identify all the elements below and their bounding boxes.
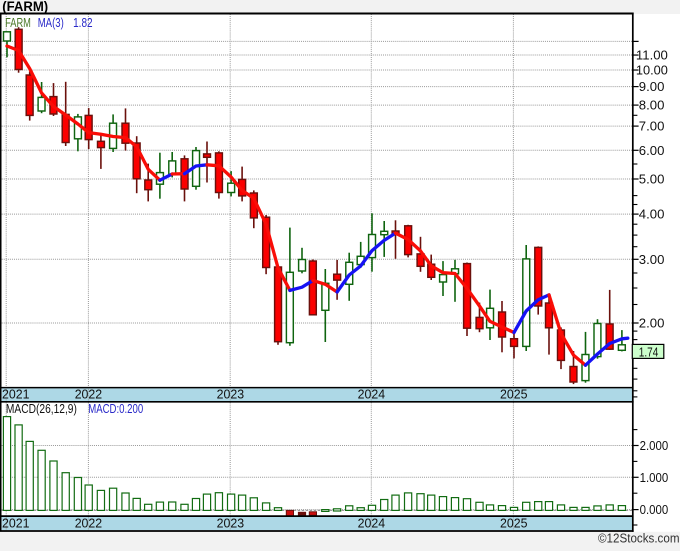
- svg-text:9.00: 9.00: [639, 79, 665, 94]
- svg-text:2023: 2023: [217, 388, 245, 402]
- svg-text:2021: 2021: [2, 388, 30, 402]
- svg-text:2024: 2024: [358, 516, 386, 530]
- svg-text:1.000: 1.000: [640, 470, 669, 485]
- svg-text:2021: 2021: [2, 516, 30, 530]
- svg-text:2022: 2022: [75, 388, 103, 402]
- svg-text:MACD(26,12,9): MACD(26,12,9): [6, 402, 77, 416]
- svg-text:6.00: 6.00: [639, 143, 665, 158]
- svg-text:7.00: 7.00: [639, 119, 665, 134]
- svg-text:0.000: 0.000: [640, 502, 669, 517]
- svg-text:2023: 2023: [217, 516, 245, 530]
- svg-text:10.00: 10.00: [636, 63, 668, 78]
- svg-text:2.00: 2.00: [639, 316, 665, 331]
- svg-text:4.00: 4.00: [639, 207, 665, 222]
- svg-text:3.00: 3.00: [639, 252, 665, 267]
- svg-text:5.00: 5.00: [639, 172, 665, 187]
- svg-text:©12Stocks.com: ©12Stocks.com: [598, 532, 680, 546]
- svg-text:MACD:0.200: MACD:0.200: [88, 402, 143, 416]
- svg-text:8.00: 8.00: [639, 98, 665, 113]
- svg-text:(FARM): (FARM): [2, 0, 48, 14]
- svg-text:2025: 2025: [500, 516, 528, 530]
- svg-text:FARM: FARM: [5, 15, 31, 30]
- svg-text:1.74: 1.74: [639, 344, 659, 359]
- svg-text:11.00: 11.00: [636, 48, 668, 63]
- svg-text:2025: 2025: [500, 388, 528, 402]
- svg-text:2.000: 2.000: [640, 438, 669, 453]
- svg-text:MA(3): MA(3): [38, 15, 64, 30]
- svg-text:2022: 2022: [75, 516, 103, 530]
- svg-text:2024: 2024: [358, 388, 386, 402]
- svg-text:1.82: 1.82: [73, 15, 93, 30]
